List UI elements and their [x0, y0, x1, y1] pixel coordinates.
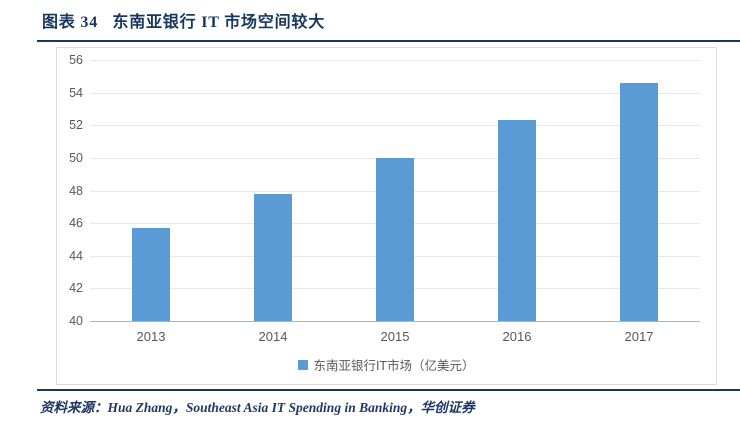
y-axis-tick-label: 44 — [69, 249, 83, 263]
y-axis-tick-label: 56 — [69, 53, 83, 67]
y-axis-tick-label: 46 — [69, 216, 83, 230]
y-axis-tick-label: 50 — [69, 151, 83, 165]
legend-label: 东南亚银行IT市场（亿美元） — [313, 359, 475, 373]
bar — [132, 228, 170, 321]
source-note: 资料来源：Hua Zhang，Southeast Asia IT Spendin… — [40, 396, 475, 416]
x-axis-tick-label: 2014 — [258, 329, 288, 344]
x-axis-tick-label: 2015 — [380, 329, 410, 344]
y-axis-tick-label: 52 — [69, 118, 83, 132]
bar — [498, 120, 536, 321]
bar — [376, 158, 414, 321]
y-axis-tick-label: 40 — [69, 314, 83, 328]
title-divider — [37, 40, 740, 42]
source-prefix: 资料来源： — [40, 400, 108, 415]
gridline — [90, 93, 700, 94]
x-axis-tick-label: 2013 — [136, 329, 166, 344]
gridline — [90, 60, 700, 61]
x-axis-tick-label: 2017 — [624, 329, 654, 344]
legend-marker-icon — [298, 359, 309, 370]
source-text: Hua Zhang，Southeast Asia IT Spending in … — [107, 400, 475, 415]
figure-title: 图表 34 东南亚银行 IT 市场空间较大 — [42, 14, 326, 31]
bar — [254, 194, 292, 321]
y-axis-tick-label: 42 — [69, 281, 83, 295]
y-axis-tick-label: 54 — [69, 86, 83, 100]
y-axis-tick-label: 48 — [69, 184, 83, 198]
bar — [620, 83, 658, 321]
bar-chart-plot-area: 40 42 44 46 48 50 52 54 56 2013 2014 2015 2016 2017 — [69, 53, 700, 344]
gridline — [90, 125, 700, 126]
chart-container: 40 42 44 46 48 50 52 54 56 2013 2014 2015 2016 2017 … — [56, 47, 717, 385]
footer-divider — [37, 389, 740, 391]
legend: 东南亚银行IT市场（亿美元） — [57, 355, 716, 374]
x-axis-line — [90, 321, 700, 322]
x-axis-tick-label: 2016 — [502, 329, 532, 344]
